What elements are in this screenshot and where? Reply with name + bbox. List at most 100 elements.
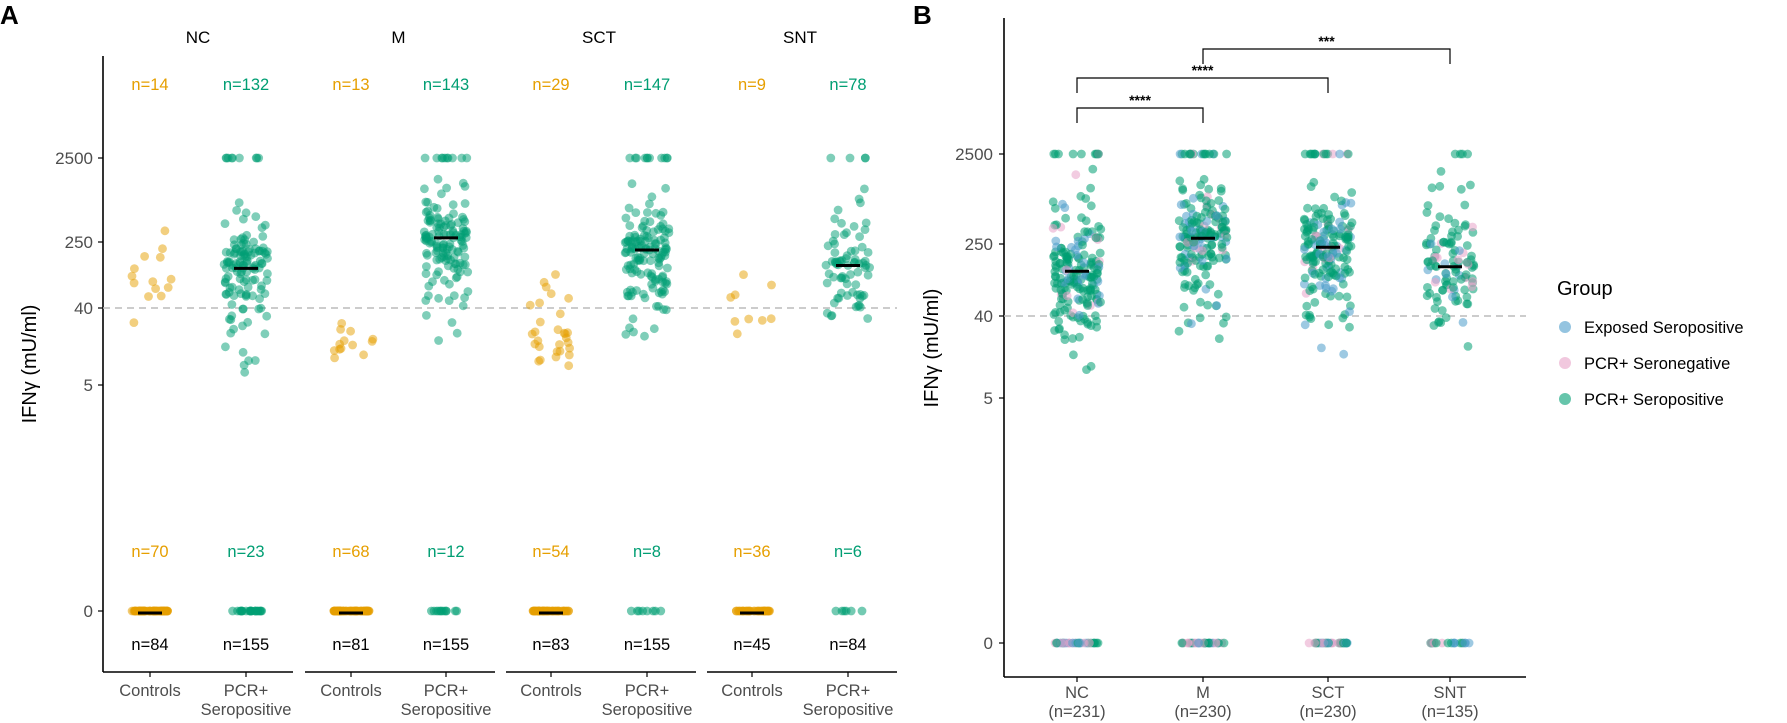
data-point [1342,255,1352,264]
data-point [661,183,670,193]
zero-point [1052,638,1061,648]
significance-label: **** [1192,62,1214,78]
data-point [1303,203,1312,213]
x-tick-label: PCR+ [224,682,268,700]
data-point [626,285,635,295]
count-zero: n=23 [227,543,264,561]
zero-point [648,606,658,616]
data-point [640,293,650,303]
data-point [1062,291,1072,301]
zero-point [634,606,644,616]
data-point [625,221,635,231]
data-point [1088,164,1098,174]
data-point [1213,289,1223,299]
data-point [432,153,442,163]
data-point [1212,211,1221,221]
data-point [863,270,873,280]
data-point [1078,295,1087,304]
data-point [1082,365,1091,374]
data-point [462,228,471,237]
data-point [460,199,470,208]
data-point [240,235,250,245]
data-point [1187,226,1197,236]
data-point [647,192,657,202]
data-point [421,197,431,207]
data-point [223,257,232,266]
x-tick-label: Controls [721,682,782,700]
data-point [426,216,435,226]
data-point [1206,229,1216,238]
data-point [1196,180,1206,190]
zero-point [656,606,666,616]
zero-point [228,606,238,616]
data-point [1460,200,1470,210]
zero-point [841,606,851,616]
data-point [535,317,545,327]
data-point [1460,285,1470,295]
zero-point [1460,638,1470,648]
data-point [863,314,873,323]
data-point [1467,282,1477,291]
data-point [1083,301,1092,310]
data-point [258,232,268,241]
zero-point [1177,638,1187,648]
data-point [546,289,556,299]
legend-label: PCR+ Seronegative [1584,355,1730,373]
data-point [1191,256,1201,265]
data-point [836,273,846,283]
data-point [631,232,640,242]
data-point [1221,254,1231,264]
data-point [1423,257,1433,266]
x-tick-label: PCR+ [826,682,870,700]
data-point [1086,257,1096,267]
data-point [845,153,855,163]
data-point [1175,242,1185,252]
x-tick-count: (n=135) [1421,703,1478,721]
data-point [1347,218,1357,228]
data-point [854,194,864,204]
data-point [234,285,244,295]
data-point [1324,320,1334,330]
data-point [539,277,549,287]
y-tick-label: 0 [84,602,93,621]
x-tick-label: PCR+ [625,682,669,700]
data-point [234,198,244,208]
data-point [525,300,535,310]
data-point [1462,257,1472,267]
data-point [551,270,560,279]
data-point [1178,185,1188,195]
data-point [1175,232,1185,242]
data-point [654,288,664,298]
data-point [1087,291,1096,301]
data-point [239,277,249,286]
data-point [1174,216,1184,226]
data-point [649,235,659,245]
data-point [1441,276,1450,286]
data-point [1455,149,1465,159]
data-point [1304,239,1313,249]
data-point [1437,306,1447,315]
data-point [757,316,767,325]
data-point [564,350,574,360]
count-total: n=45 [733,636,770,654]
data-point [830,239,839,249]
data-point [1093,265,1102,275]
data-point [631,253,641,263]
data-point [127,271,137,281]
data-point [442,183,451,193]
legend-label: Exposed Seropositive [1584,319,1744,337]
data-point [627,179,637,189]
data-point [1463,299,1473,309]
data-point [1083,227,1092,237]
data-point [555,340,564,349]
data-point [1438,285,1448,295]
data-point [1222,233,1232,242]
data-point [254,304,264,314]
data-point [239,214,248,224]
data-point [1061,213,1070,223]
data-point [1458,318,1468,327]
data-point [1078,240,1087,250]
data-point [767,280,776,290]
data-point [460,182,470,191]
